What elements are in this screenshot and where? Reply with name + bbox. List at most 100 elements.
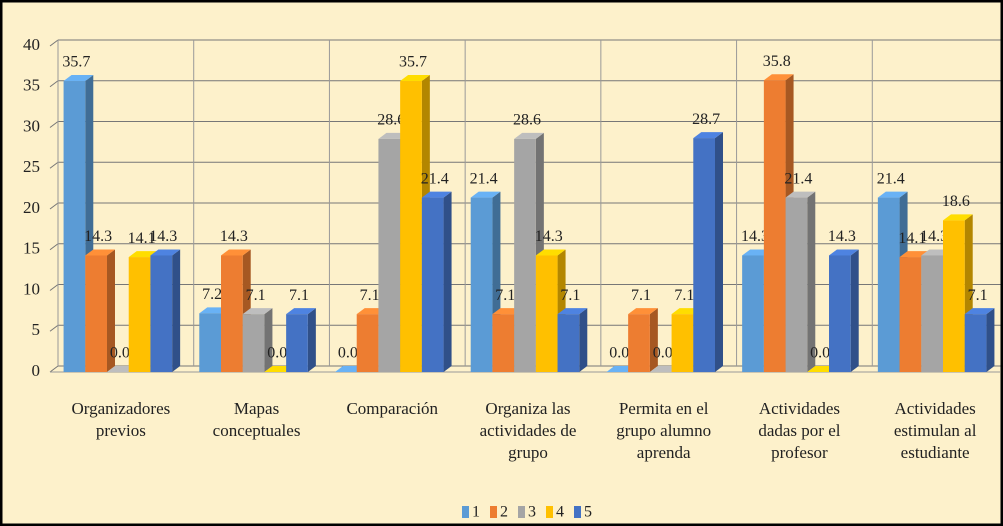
legend-swatch <box>546 506 553 518</box>
bar <box>628 314 650 372</box>
data-label: 7.1 <box>968 287 988 304</box>
bar <box>742 255 764 372</box>
bar-side <box>807 191 816 372</box>
bar-top <box>150 249 181 256</box>
data-label: 7.1 <box>246 287 266 304</box>
data-label: 0.0 <box>110 345 130 362</box>
bar-top <box>85 249 115 256</box>
legend-label: 1 <box>472 504 480 521</box>
data-label: 0.0 <box>653 345 673 362</box>
bar-top <box>470 191 501 198</box>
bar <box>242 314 265 372</box>
bar-side <box>649 308 658 372</box>
data-label: 7.1 <box>289 287 309 304</box>
grid-line-depth <box>49 80 59 88</box>
bar <box>85 255 107 372</box>
bar-top <box>763 74 794 81</box>
bar-top <box>964 308 995 315</box>
bar <box>899 257 922 372</box>
data-label: 35.7 <box>399 54 427 71</box>
data-label: 21.4 <box>421 170 449 187</box>
x-tick-label: Actividades estimulan al estudiante <box>893 399 977 462</box>
bar-side <box>850 249 859 372</box>
data-label: 7.1 <box>674 287 694 304</box>
data-label: 7.1 <box>360 287 380 304</box>
y-tick-label: 40 <box>23 35 40 54</box>
grid-line-depth <box>49 284 59 291</box>
legend-label: 3 <box>528 504 536 521</box>
bar-side <box>443 191 452 372</box>
bar-side <box>579 308 588 372</box>
bar <box>400 81 422 373</box>
bar-top <box>535 249 566 256</box>
x-tick-label: Organiza las actividades de grupo <box>479 399 577 462</box>
bar <box>921 255 943 372</box>
bar <box>470 197 493 372</box>
data-label: 0.0 <box>338 345 358 362</box>
bar <box>286 314 308 372</box>
bar-side <box>715 132 723 372</box>
y-tick-label: 0 <box>32 361 41 380</box>
bar <box>763 80 786 372</box>
x-tick-label: Actividades dadas por el profesor <box>758 399 841 462</box>
grid-line-depth <box>49 202 59 210</box>
bar-top <box>286 308 316 315</box>
bar <box>221 255 243 372</box>
bar <box>128 257 151 372</box>
data-label: 35.8 <box>763 53 791 70</box>
data-label: 14.3 <box>741 228 769 245</box>
bar-top <box>943 214 973 221</box>
grid-line-depth <box>49 39 59 47</box>
bar-top <box>400 75 430 82</box>
data-label: 18.6 <box>942 193 970 210</box>
data-label: 21.4 <box>877 170 905 187</box>
data-label: 28.6 <box>377 112 405 129</box>
bar-side <box>264 308 273 372</box>
grid-line-depth <box>49 365 59 373</box>
bar-top <box>221 249 251 256</box>
bar-side <box>986 308 995 372</box>
bar-top <box>421 191 452 198</box>
data-label: 14.1 <box>898 230 926 247</box>
bar <box>492 314 515 372</box>
bar-side <box>107 249 115 372</box>
x-tick-label: Mapas conceptuales <box>212 399 301 440</box>
bar-top <box>785 191 816 198</box>
bar <box>535 255 558 372</box>
bar-top <box>242 308 273 315</box>
bar <box>356 314 379 372</box>
bar-side <box>172 249 181 372</box>
y-tick-label: 25 <box>23 157 40 176</box>
legend-swatch <box>462 506 469 518</box>
y-tick-label: 30 <box>23 116 40 135</box>
x-tick-label: Comparación <box>346 399 439 418</box>
data-label: 21.4 <box>784 170 812 187</box>
bar <box>63 81 86 373</box>
bar <box>199 313 221 372</box>
legend-swatch <box>574 506 581 518</box>
bar <box>671 314 694 372</box>
data-label: 14.3 <box>84 228 112 245</box>
x-tick-label: Organizadores previos <box>71 399 171 440</box>
bar <box>421 197 444 372</box>
data-label: 35.7 <box>62 54 90 71</box>
bar-side <box>307 308 316 372</box>
bar-top <box>557 308 588 315</box>
data-label: 14.3 <box>220 228 248 245</box>
data-label: 0.0 <box>609 345 629 362</box>
data-label: 14.1 <box>128 230 156 247</box>
legend-label: 4 <box>556 504 564 521</box>
data-label: 7.2 <box>202 286 222 303</box>
grid-line-depth <box>49 121 59 128</box>
bar <box>514 138 536 372</box>
data-label: 14.3 <box>920 228 948 245</box>
data-label: 28.7 <box>692 111 720 128</box>
legend-swatch <box>518 506 525 518</box>
bar-top <box>628 308 658 315</box>
bar <box>877 197 900 372</box>
bar <box>150 255 173 372</box>
bar-top <box>877 191 908 198</box>
bar <box>557 314 580 372</box>
